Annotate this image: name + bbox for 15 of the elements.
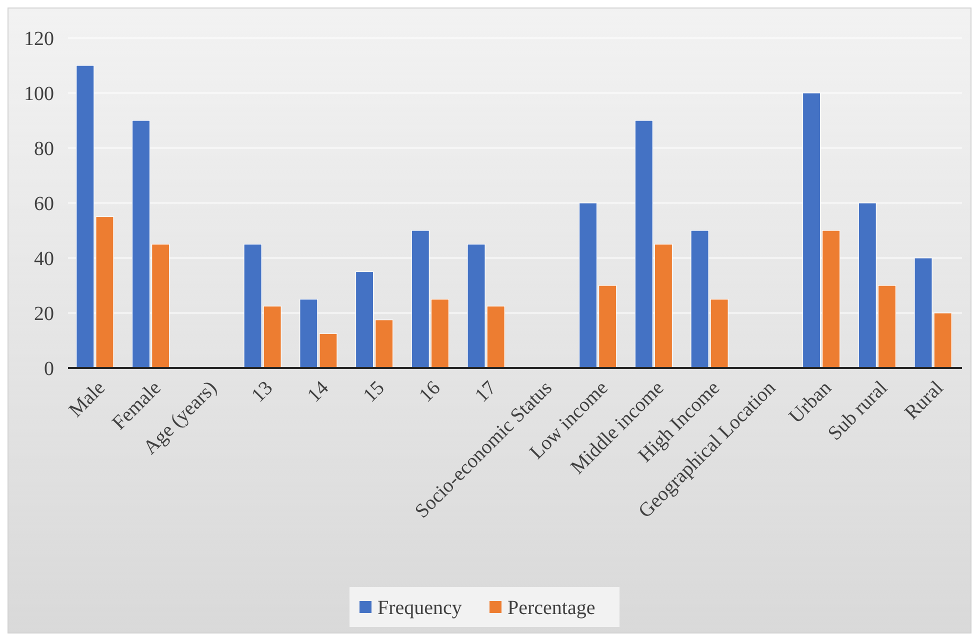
x-tick-label: 16	[414, 376, 445, 407]
x-tick-label: 15	[359, 376, 389, 407]
x-tick-label: 14	[303, 376, 333, 407]
y-tick-label: 60	[34, 193, 54, 215]
legend-label: Percentage	[508, 597, 596, 619]
text: Frequency	[378, 597, 462, 619]
x-tick-label: 17	[470, 376, 501, 407]
y-tick-label: 0	[44, 358, 54, 380]
y-tick-label: 80	[34, 138, 54, 160]
x-tick-label: Male	[64, 376, 110, 422]
y-tick-label: 40	[34, 248, 54, 270]
y-tick-label: 120	[24, 28, 54, 50]
y-tick-label: 100	[24, 83, 54, 105]
x-tick-label: 13	[247, 376, 278, 407]
y-tick-label: 20	[34, 303, 54, 325]
